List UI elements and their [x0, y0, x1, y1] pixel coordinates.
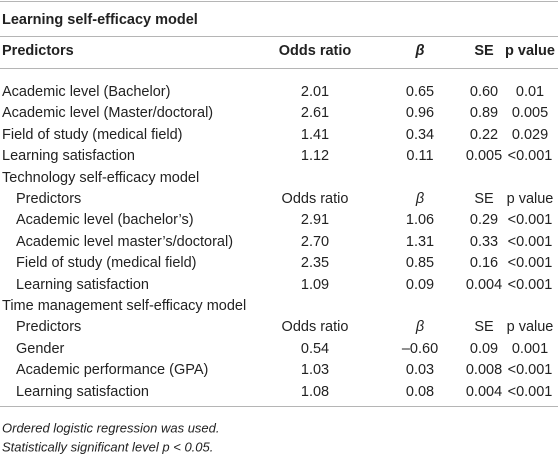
cell: 1.09: [300, 276, 330, 293]
cell: 0.60: [469, 84, 499, 100]
column-header: β: [415, 319, 425, 336]
cell: 0.33: [469, 233, 499, 250]
footnote: Ordered logistic regression was used.: [2, 420, 220, 436]
row-label: Field of study (medical field): [16, 255, 197, 272]
cell: 0.54: [300, 340, 330, 357]
cell: 0.005: [465, 148, 503, 165]
cell: 2.91: [300, 212, 330, 229]
cell: 0.11: [406, 148, 434, 165]
cell: 1.31: [405, 233, 435, 250]
rule: [0, 36, 558, 37]
row-label: Academic level master’s/doctoral): [16, 233, 234, 250]
cell: <0.001: [507, 362, 553, 379]
column-header: Predictors: [16, 319, 82, 336]
cell: –0.60: [401, 340, 439, 357]
row-label: Learning satisfaction: [16, 276, 149, 293]
cell: 0.09: [405, 276, 435, 293]
cell: 0.22: [469, 126, 499, 143]
row-label: Learning satisfaction: [2, 148, 135, 165]
row-label: Field of study (medical field): [2, 126, 183, 143]
rule: [0, 1, 558, 2]
row-label: Academic level (bachelor’s): [16, 212, 194, 229]
cell: 1.03: [300, 362, 330, 379]
column-header: Odds ratio: [278, 43, 352, 59]
cell: 1.08: [300, 383, 330, 400]
rule: [0, 406, 558, 407]
cell: 0.008: [465, 362, 503, 379]
cell: 2.70: [300, 233, 330, 250]
row-label: Learning satisfaction: [16, 383, 149, 400]
cell: 0.004: [465, 383, 503, 400]
column-header: SE: [474, 43, 494, 59]
row-label: Academic performance (GPA): [16, 362, 209, 379]
column-header: β: [415, 43, 425, 59]
cell: 0.01: [515, 84, 545, 100]
cell: 0.89: [469, 105, 499, 122]
footnote: Statistically significant level p < 0.05…: [2, 439, 214, 455]
cell: 0.29: [469, 212, 499, 229]
column-header: β: [415, 191, 425, 207]
cell: 0.16: [469, 255, 499, 272]
cell: <0.001: [507, 148, 553, 165]
column-header: SE: [474, 191, 494, 207]
cell: 0.08: [405, 383, 435, 400]
cell: 0.09: [469, 340, 499, 357]
column-header: p value: [506, 319, 554, 336]
cell: <0.001: [507, 255, 553, 272]
cell: 0.65: [405, 84, 435, 100]
rule: [0, 68, 558, 69]
cell: 0.34: [405, 126, 435, 143]
cell: 1.12: [300, 148, 330, 165]
column-header: Predictors: [16, 191, 82, 207]
cell: 1.06: [405, 212, 435, 229]
row-label: Academic level (Master/doctoral): [2, 105, 214, 122]
column-header: Odds ratio: [281, 319, 349, 336]
cell: <0.001: [507, 233, 553, 250]
cell: 1.41: [300, 126, 330, 143]
cell: 2.01: [300, 84, 330, 100]
row-label: Academic level (Bachelor): [2, 84, 171, 100]
section-title: Time management self-efficacy model: [2, 298, 247, 314]
column-header: Predictors: [2, 43, 74, 59]
column-header: SE: [474, 319, 494, 336]
column-header: p value: [506, 191, 554, 207]
column-header: p value: [505, 43, 555, 59]
cell: 0.96: [405, 105, 435, 122]
cell: 0.03: [405, 362, 435, 379]
cell: 0.029: [511, 126, 549, 143]
column-header: Odds ratio: [281, 191, 349, 207]
cell: 0.001: [511, 340, 549, 357]
cell: 2.61: [300, 105, 330, 122]
row-label: Gender: [16, 340, 65, 357]
cell: 2.35: [300, 255, 330, 272]
section-title: Technology self-efficacy model: [2, 169, 200, 186]
cell: 0.85: [405, 255, 435, 272]
cell: <0.001: [507, 212, 553, 229]
cell: 0.004: [465, 276, 503, 293]
cell: <0.001: [507, 276, 553, 293]
cell: <0.001: [507, 383, 553, 400]
table-title: Learning self-efficacy model: [2, 12, 198, 28]
cell: 0.005: [511, 105, 549, 122]
